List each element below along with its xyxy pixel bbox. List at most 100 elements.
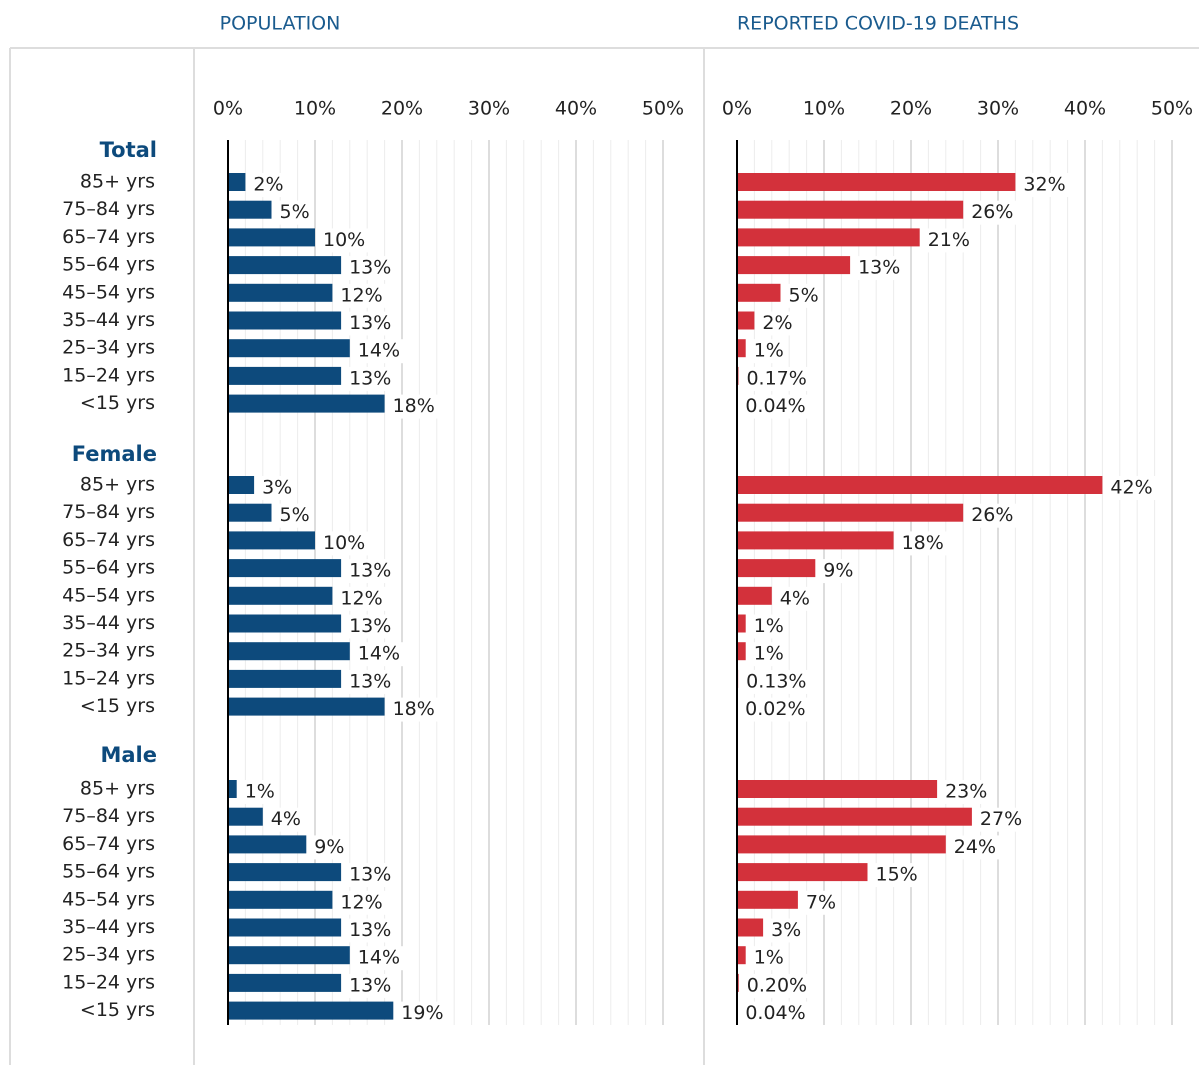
bar <box>228 890 333 909</box>
value-label: 5% <box>789 284 819 306</box>
label-bg <box>312 835 349 860</box>
label-bg <box>856 256 905 281</box>
label-bg <box>347 863 396 888</box>
x-tick-label: 30% <box>468 98 510 120</box>
bar <box>228 807 263 826</box>
y-tick-label: 55–64 yrs <box>62 557 155 579</box>
value-label: 12% <box>340 891 382 913</box>
group-label: Total <box>100 138 157 162</box>
label-bg <box>1021 173 1070 197</box>
y-tick-label: 75–84 yrs <box>62 501 155 523</box>
label-bg <box>969 200 1018 225</box>
y-tick-label: <15 yrs <box>80 392 155 414</box>
bar <box>228 559 342 578</box>
label-bg <box>951 835 1001 860</box>
y-tick-label: 65–74 yrs <box>62 529 155 551</box>
bar <box>737 642 746 661</box>
y-tick-label: 15–24 yrs <box>62 667 155 689</box>
bar <box>737 503 964 522</box>
label-bg <box>338 586 387 611</box>
label-bg <box>744 669 811 694</box>
bar <box>228 476 255 494</box>
bar <box>228 256 342 275</box>
value-label: 3% <box>771 919 801 941</box>
label-bg <box>347 614 396 639</box>
bar <box>228 339 350 358</box>
label-bg <box>277 503 314 528</box>
label-bg <box>751 642 788 667</box>
value-label: 13% <box>349 864 391 886</box>
value-label: 3% <box>262 477 292 499</box>
value-label: 18% <box>902 532 944 554</box>
bar <box>737 559 816 578</box>
bar <box>737 200 964 219</box>
value-label: 32% <box>1023 174 1065 196</box>
bar <box>737 918 764 937</box>
bar <box>228 973 342 992</box>
x-tick-label: 50% <box>1151 98 1193 120</box>
y-tick-label: 15–24 yrs <box>62 971 155 993</box>
bar <box>737 228 920 247</box>
bar <box>228 394 385 413</box>
y-tick-label: 45–54 yrs <box>62 888 155 910</box>
bar <box>228 283 333 302</box>
y-tick-label: 55–64 yrs <box>62 254 155 276</box>
label-bg <box>873 863 922 888</box>
value-label: 4% <box>271 808 301 830</box>
label-bg <box>925 228 974 253</box>
bar <box>228 863 342 882</box>
value-label: 7% <box>806 891 836 913</box>
label-bg <box>347 311 396 336</box>
value-label: 5% <box>280 504 310 526</box>
value-label: 18% <box>393 395 435 417</box>
value-label: 13% <box>349 670 391 692</box>
label-bg <box>390 394 439 419</box>
label-bg <box>760 311 797 336</box>
label-bg <box>355 642 405 667</box>
y-tick-label: <15 yrs <box>80 999 155 1021</box>
value-label: 13% <box>858 257 900 279</box>
label-bg <box>744 366 811 391</box>
label-bg <box>347 366 396 391</box>
bar <box>737 614 746 633</box>
value-label: 0.20% <box>747 974 807 996</box>
value-label: 14% <box>358 947 400 969</box>
value-label: 12% <box>340 587 382 609</box>
value-label: 13% <box>349 615 391 637</box>
value-label: 9% <box>823 560 853 582</box>
value-label: 19% <box>401 1002 443 1024</box>
x-tick-label: 20% <box>381 98 423 120</box>
label-bg <box>242 780 279 804</box>
x-tick-label: 20% <box>890 98 932 120</box>
bar <box>228 946 350 965</box>
value-label: 13% <box>349 974 391 996</box>
y-tick-label: 85+ yrs <box>80 171 155 193</box>
bar <box>737 807 972 826</box>
x-tick-label: 10% <box>294 98 336 120</box>
label-bg <box>769 918 806 943</box>
value-label: 13% <box>349 919 391 941</box>
label-bg <box>969 503 1018 528</box>
bar <box>737 863 868 882</box>
x-tick-label: 40% <box>555 98 597 120</box>
value-label: 0.04% <box>745 395 805 417</box>
label-bg <box>743 697 810 722</box>
x-tick-label: 40% <box>1064 98 1106 120</box>
y-tick-label: 35–44 yrs <box>62 309 155 331</box>
bar <box>228 311 342 330</box>
value-label: 0.02% <box>745 698 805 720</box>
label-bg <box>943 780 992 804</box>
bar <box>737 283 781 302</box>
value-label: 24% <box>954 836 996 858</box>
value-label: 14% <box>358 340 400 362</box>
y-tick-label: 15–24 yrs <box>62 364 155 386</box>
y-tick-label: 85+ yrs <box>80 778 155 800</box>
bar <box>737 311 755 330</box>
value-label: 13% <box>349 560 391 582</box>
label-bg <box>751 339 788 364</box>
value-label: 13% <box>349 312 391 334</box>
bar <box>737 946 746 965</box>
value-label: 27% <box>980 808 1022 830</box>
bar <box>228 780 237 798</box>
